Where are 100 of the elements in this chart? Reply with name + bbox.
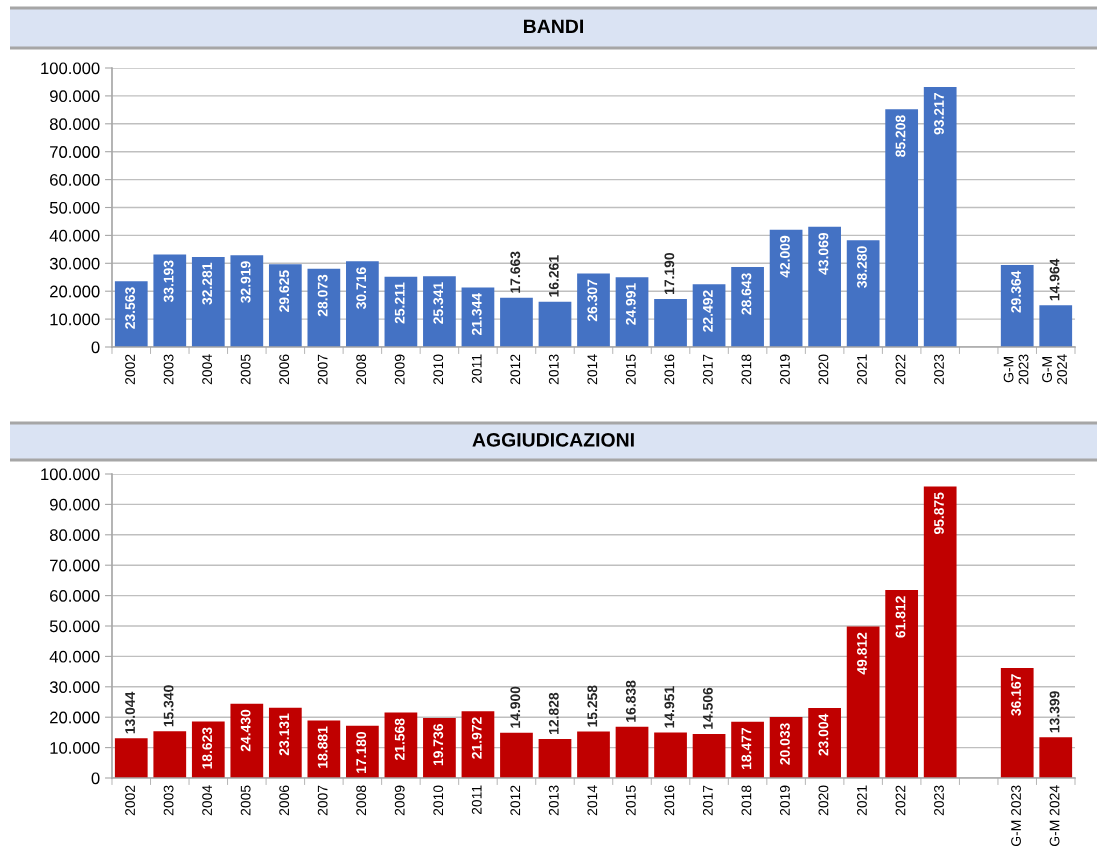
data-label: 30.716 <box>356 267 367 310</box>
bar <box>923 486 957 778</box>
y-tick-label: 50.000 <box>49 201 100 214</box>
y-tick-label: 60.000 <box>50 174 100 186</box>
data-label: 29.625 <box>279 270 290 312</box>
x-tick-label: 2009 <box>394 354 405 385</box>
data-label: 33.193 <box>163 260 174 303</box>
x-tick-label: 2016 <box>664 354 675 385</box>
bar <box>769 229 803 347</box>
bar <box>654 299 687 347</box>
x-tick-label: G-M 2024 <box>1042 354 1067 385</box>
x-tick-label: 2008 <box>356 785 367 816</box>
data-label: 17.663 <box>510 251 521 293</box>
x-tick-label: 2011 <box>471 785 482 815</box>
x-tick-label: G-M 2023 <box>1011 785 1021 846</box>
x-tick-label: 2011 <box>471 354 482 384</box>
y-tick-label: 40.000 <box>49 650 100 663</box>
y-tick-label: 30.000 <box>49 681 100 693</box>
bar <box>346 261 379 347</box>
bar <box>153 731 187 778</box>
bar <box>268 264 302 347</box>
y-tick-label: 90.000 <box>50 90 100 103</box>
x-tick-label: 2017 <box>702 785 713 816</box>
x-tick-label: 2023 <box>934 785 944 816</box>
y-tick-label: 20.000 <box>50 711 100 724</box>
chart-title: BANDI <box>524 19 583 34</box>
chart-title: AGGIUDICAZIONI <box>472 432 634 447</box>
x-tick-label: 2012 <box>510 785 521 816</box>
data-label: 20.033 <box>779 723 790 765</box>
x-tick-label: 2008 <box>356 354 367 385</box>
bar <box>114 738 148 778</box>
y-tick-label: 0 <box>91 772 100 785</box>
data-label: 17.190 <box>664 252 675 294</box>
x-tick-label: 2023 <box>934 354 944 385</box>
bar <box>268 707 302 778</box>
bar <box>500 732 533 778</box>
bar <box>577 273 610 347</box>
data-label: 21.568 <box>394 718 405 760</box>
x-tick-label: 2022 <box>895 785 906 816</box>
data-label: 13.399 <box>1049 691 1060 733</box>
data-label: 32.281 <box>202 262 213 305</box>
x-tick-label: 2004 <box>202 785 213 816</box>
bar <box>114 281 148 347</box>
y-tick-label: 10.000 <box>50 742 100 754</box>
data-label: 25.211 <box>394 282 405 324</box>
bar <box>153 254 187 347</box>
data-label: 38.280 <box>857 246 867 288</box>
y-tick-label: 0 <box>91 341 100 354</box>
y-tick-label: 100.000 <box>41 62 100 75</box>
bar <box>731 267 764 347</box>
data-label: 23.004 <box>818 713 829 756</box>
bar <box>500 297 533 347</box>
data-label: 14.900 <box>510 686 521 728</box>
bar <box>230 703 264 778</box>
x-tick-label: 2014 <box>587 354 598 385</box>
x-tick-label: 2016 <box>664 785 675 816</box>
data-label: 12.828 <box>548 692 559 734</box>
bar <box>615 726 649 778</box>
data-label: 49.812 <box>857 632 867 675</box>
bar <box>1000 265 1034 347</box>
bar <box>846 240 880 347</box>
bar <box>885 109 919 347</box>
x-tick-label: 2004 <box>202 354 213 385</box>
data-label: 18.881 <box>317 726 328 768</box>
bar <box>423 718 456 778</box>
x-tick-label: 2015 <box>625 354 636 385</box>
x-tick-label: 2018 <box>741 354 752 385</box>
x-tick-label: 2021 <box>857 354 867 385</box>
data-label: 28.643 <box>741 273 752 315</box>
y-tick-label: 70.000 <box>50 146 100 158</box>
data-label: 93.217 <box>934 93 944 135</box>
y-tick-label: 80.000 <box>49 118 100 130</box>
data-label: 23.131 <box>279 713 290 756</box>
data-label: 95.875 <box>934 492 944 535</box>
y-tick-label: 20.000 <box>50 285 100 298</box>
x-tick-label: 2021 <box>857 785 867 816</box>
x-tick-label: 2015 <box>625 785 636 816</box>
x-tick-label: 2005 <box>240 354 251 385</box>
y-tick-label: 50.000 <box>49 620 100 633</box>
x-tick-label: 2020 <box>818 354 829 385</box>
data-label: 61.812 <box>895 596 906 638</box>
x-tick-label: 2006 <box>279 785 290 816</box>
data-label: 26.307 <box>587 279 598 322</box>
data-label: 29.364 <box>1011 270 1021 313</box>
data-label: 14.964 <box>1049 258 1060 301</box>
data-label: 18.477 <box>741 727 752 769</box>
y-tick-label: 30.000 <box>49 257 100 270</box>
y-tick-label: 100.000 <box>41 468 100 481</box>
data-label: 21.344 <box>471 293 482 335</box>
bar <box>692 733 726 778</box>
x-tick-label: 2013 <box>548 354 559 385</box>
x-tick-label: 2022 <box>895 354 906 385</box>
x-tick-label: 2019 <box>779 785 790 816</box>
bar <box>923 86 957 347</box>
y-tick-label: 10.000 <box>50 313 100 326</box>
bar <box>191 256 225 347</box>
y-tick-label: 80.000 <box>49 529 100 541</box>
x-tick-label: 2010 <box>433 354 444 385</box>
bar <box>538 301 572 347</box>
x-tick-label: 2002 <box>125 785 135 816</box>
